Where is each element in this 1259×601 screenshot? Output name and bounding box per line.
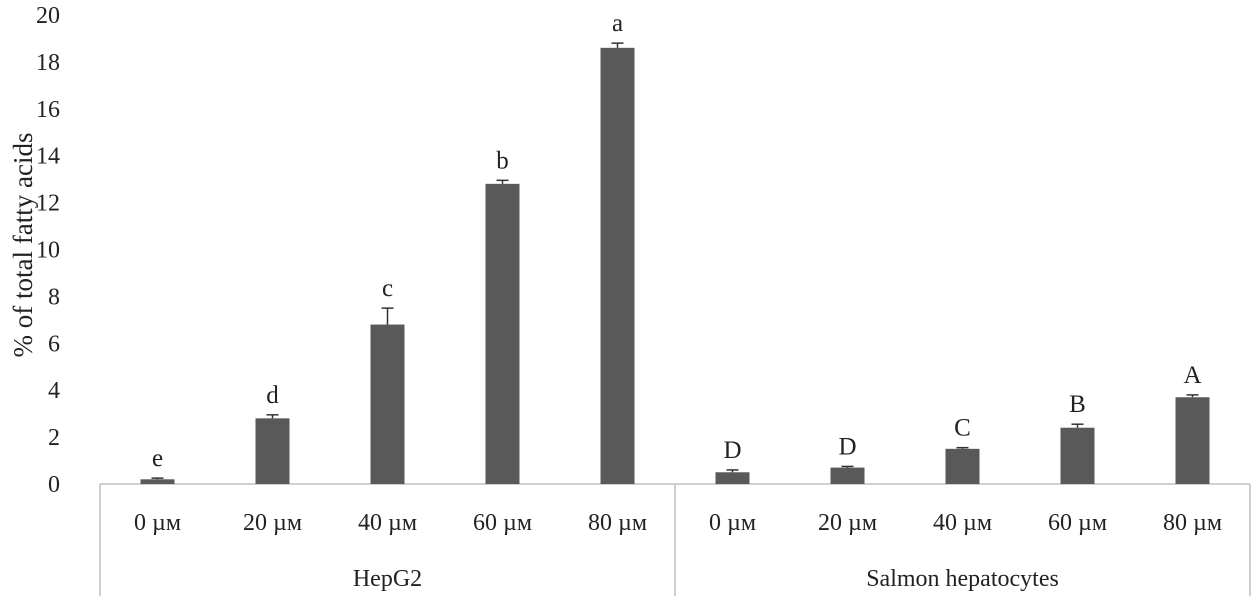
y-tick-label: 20 bbox=[36, 3, 60, 29]
y-tick-label: 8 bbox=[48, 284, 60, 310]
x-tick-label: 0 µм bbox=[134, 510, 181, 536]
y-tick-label: 14 bbox=[36, 144, 60, 170]
bar bbox=[1060, 427, 1095, 484]
significance-label: C bbox=[954, 415, 971, 442]
x-tick-label: 40 µм bbox=[933, 510, 992, 536]
significance-label: D bbox=[838, 433, 856, 460]
bar bbox=[485, 183, 520, 484]
y-tick-label: 12 bbox=[36, 191, 60, 217]
x-tick-label: 20 µм bbox=[818, 510, 877, 536]
significance-label: B bbox=[1069, 391, 1086, 418]
x-tick-label: 60 µм bbox=[473, 510, 532, 536]
bar bbox=[715, 472, 750, 484]
y-tick-label: 6 bbox=[48, 331, 60, 357]
x-tick-label: 40 µм bbox=[358, 510, 417, 536]
y-tick-label: 0 bbox=[48, 472, 60, 498]
y-tick-label: 2 bbox=[48, 425, 60, 451]
bar bbox=[945, 448, 980, 484]
significance-label: e bbox=[152, 445, 163, 472]
bar bbox=[370, 324, 405, 484]
x-tick-label: 80 µм bbox=[588, 510, 647, 536]
significance-label: D bbox=[723, 437, 741, 464]
significance-label: d bbox=[266, 382, 279, 409]
x-tick-label: 20 µм bbox=[243, 510, 302, 536]
x-tick-label: 60 µм bbox=[1048, 510, 1107, 536]
group-label: HepG2 bbox=[353, 566, 422, 592]
bar bbox=[255, 418, 290, 484]
y-tick-label: 10 bbox=[36, 238, 60, 264]
x-tick-label: 0 µм bbox=[709, 510, 756, 536]
significance-label: a bbox=[612, 10, 623, 37]
y-axis-title: % of total fatty acids bbox=[8, 133, 38, 358]
significance-label: A bbox=[1183, 362, 1201, 389]
x-tick-label: 80 µм bbox=[1163, 510, 1222, 536]
group-label: Salmon hepatocytes bbox=[866, 566, 1059, 592]
y-tick-label: 18 bbox=[36, 50, 60, 76]
significance-label: c bbox=[382, 275, 393, 302]
significance-label: b bbox=[496, 147, 509, 174]
bar bbox=[1175, 397, 1210, 484]
y-tick-label: 16 bbox=[36, 97, 60, 123]
bar bbox=[830, 467, 865, 484]
bar bbox=[600, 47, 635, 485]
y-tick-label: 4 bbox=[48, 378, 60, 404]
bar bbox=[140, 479, 175, 484]
